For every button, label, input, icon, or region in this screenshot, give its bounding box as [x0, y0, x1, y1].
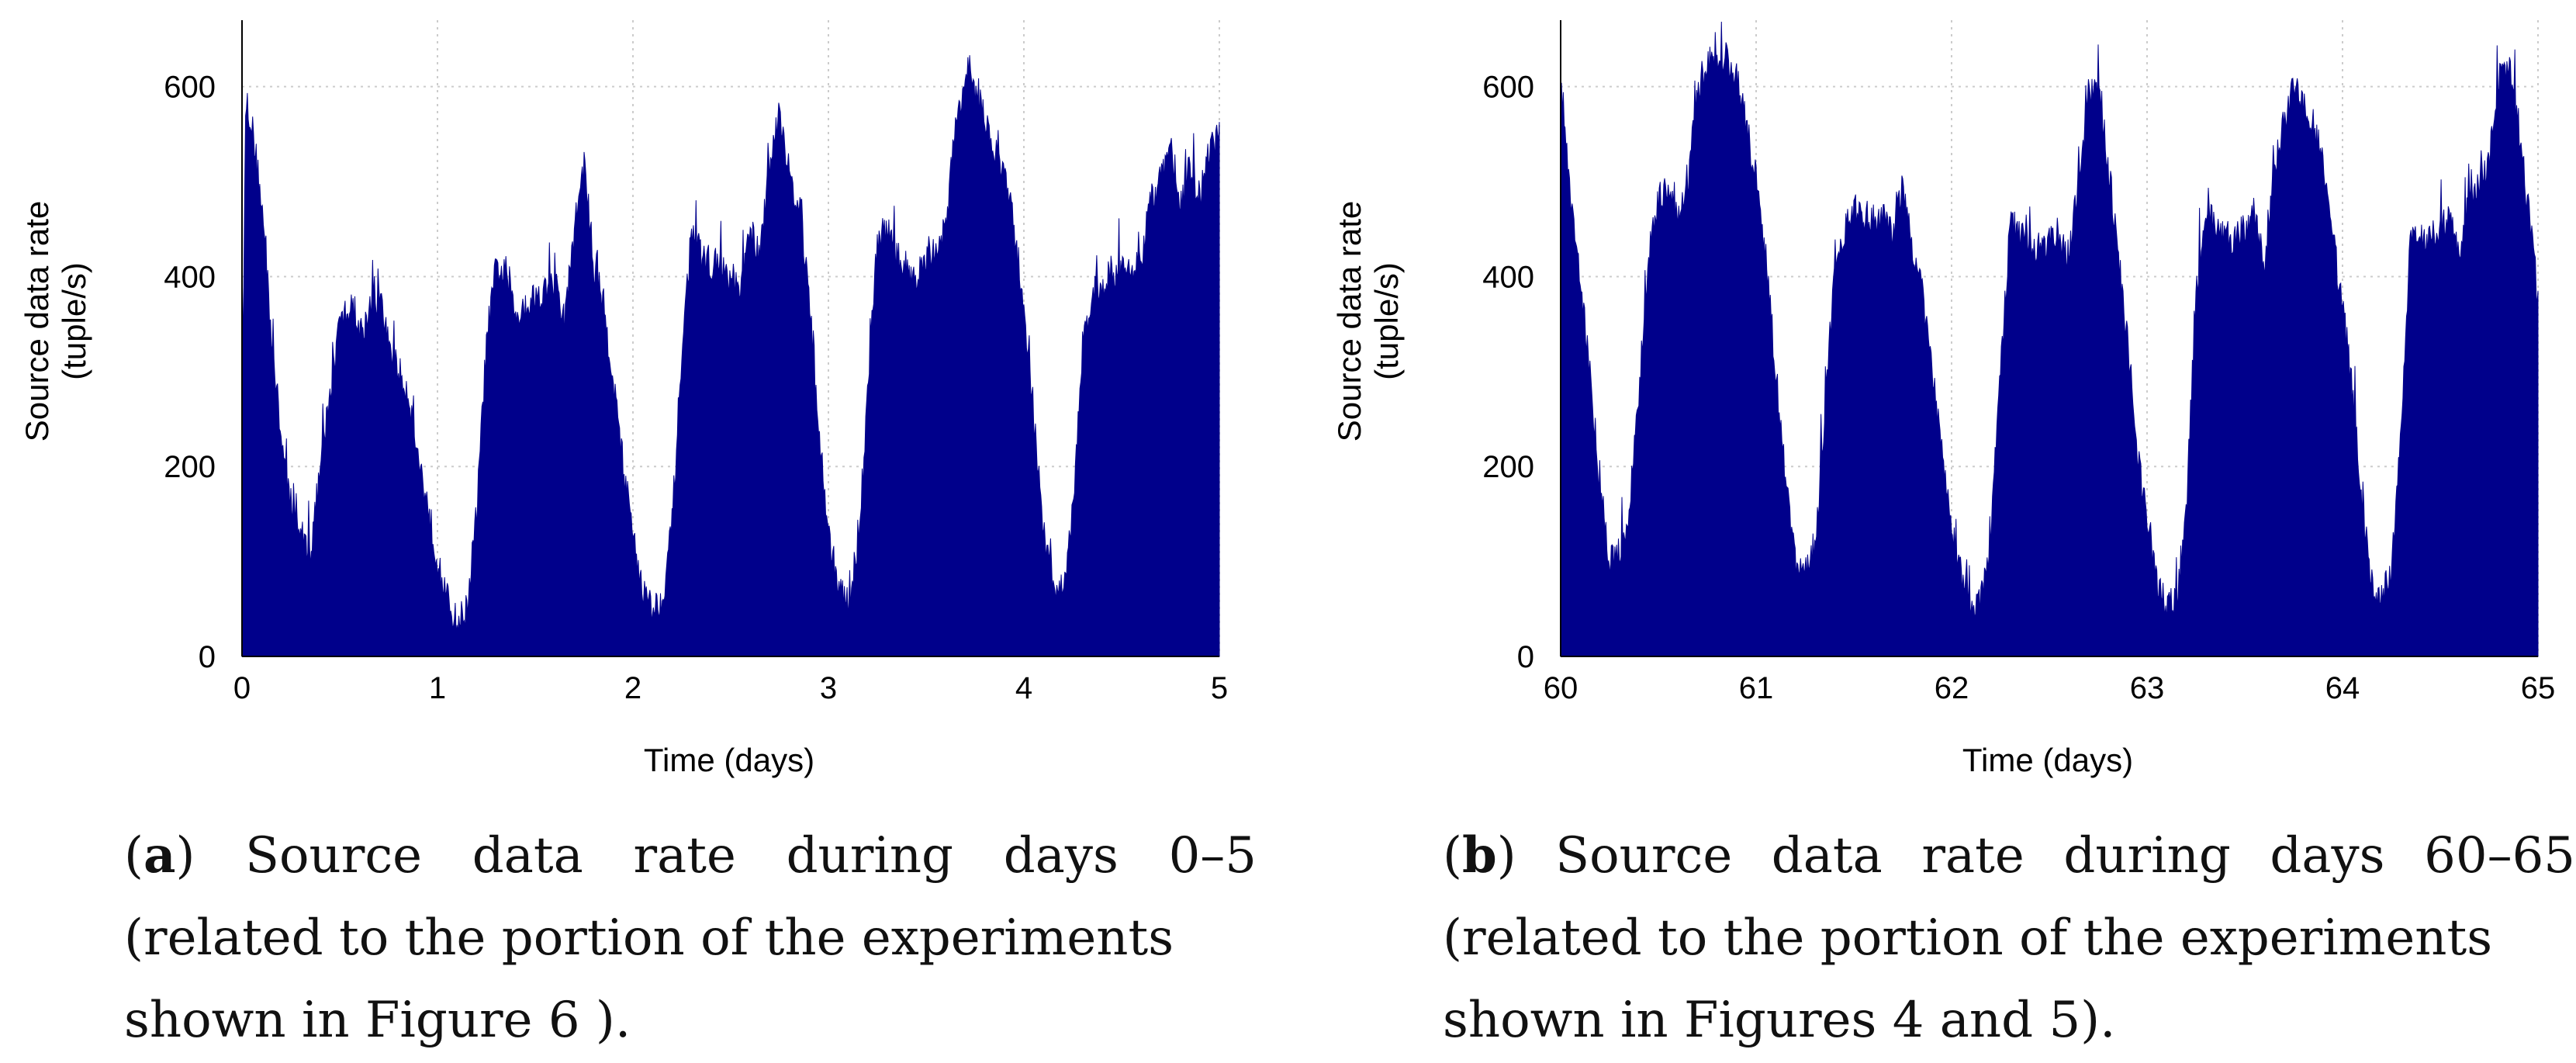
x-tick-label: 0 [233, 671, 251, 705]
y-tick-label: 200 [164, 450, 216, 484]
caption-b-letter: b [1461, 826, 1497, 885]
caption-a-letter: a [143, 826, 176, 885]
x-tick-label: 65 [2521, 671, 2556, 705]
x-tick-label: 4 [1015, 671, 1032, 705]
y-tick-label: 600 [1482, 71, 1534, 105]
y-axis-label-line2: (tuple/s) [1368, 262, 1405, 380]
x-tick-label: 62 [1935, 671, 1969, 705]
x-tick-labels: 0 1 2 3 4 5 [233, 671, 1228, 705]
y-tick-label: 200 [1482, 450, 1534, 484]
y-tick-label: 600 [164, 71, 216, 105]
y-tick-labels: 0 200 400 600 [1482, 71, 1534, 674]
caption-a-line2: (related to the portion of the experimen… [124, 909, 1174, 967]
y-axis-label: Source data rate (tuple/s) [1331, 201, 1405, 442]
chart-a: 0 1 2 3 4 5 0 200 400 600 Time (days) Source dat… [19, 20, 1228, 778]
caption-b-line2: (related to the portion of the experimen… [1443, 909, 2493, 967]
x-tick-label: 3 [820, 671, 837, 705]
axes [241, 20, 1219, 657]
caption-b-text1: Source data rate during days 60–65 [1555, 827, 2576, 885]
y-axis-label-line1: Source data rate [19, 201, 55, 442]
caption-b: (b) Source data rate during days 60–65 (… [1443, 815, 2575, 1061]
chart-b: 60 61 62 63 64 65 0 200 400 600 Time (days) Sour… [1331, 20, 2556, 778]
x-tick-label: 63 [2130, 671, 2165, 705]
x-tick-label: 2 [624, 671, 641, 705]
x-tick-label: 1 [429, 671, 446, 705]
x-tick-label: 64 [2325, 671, 2360, 705]
y-tick-label: 0 [199, 640, 216, 674]
caption-a: (a) Source data rate during days 0–5 (re… [124, 815, 1257, 1061]
y-axis-label-line2: (tuple/s) [56, 262, 92, 380]
data-area [1560, 21, 2539, 657]
y-axis-label: Source data rate (tuple/s) [19, 201, 92, 442]
axes [1560, 20, 2538, 657]
y-tick-label: 400 [1482, 260, 1534, 294]
y-tick-label: 400 [164, 260, 216, 294]
data-area [241, 55, 1220, 657]
x-tick-labels: 60 61 62 63 64 65 [1544, 671, 2556, 705]
data-series [241, 55, 1220, 657]
caption-b-line1: (b) Source data rate during days 60–65 [1443, 826, 2576, 885]
x-axis-label: Time (days) [644, 742, 814, 778]
caption-a-line3: shown in Figure 6 ). [124, 992, 631, 1049]
y-tick-label: 0 [1517, 640, 1534, 674]
panel-b: 60 61 62 63 64 65 0 200 400 600 Time (days) Sour… [1288, 0, 2575, 1063]
y-tick-labels: 0 200 400 600 [164, 71, 216, 674]
y-axis-label-line1: Source data rate [1331, 201, 1368, 442]
x-axis-label: Time (days) [1962, 742, 2133, 778]
caption-a-line1: (a) Source data rate during days 0–5 [124, 826, 1257, 885]
caption-a-text1: Source data rate during days 0–5 [245, 827, 1257, 885]
data-series [1560, 21, 2539, 657]
x-tick-label: 60 [1544, 671, 1578, 705]
x-tick-label: 5 [1211, 671, 1228, 705]
x-tick-label: 61 [1739, 671, 1774, 705]
caption-b-line3: shown in Figures 4 and 5). [1443, 992, 2116, 1049]
panel-a: 0 1 2 3 4 5 0 200 400 600 Time (days) Source dat… [19, 20, 1257, 1061]
